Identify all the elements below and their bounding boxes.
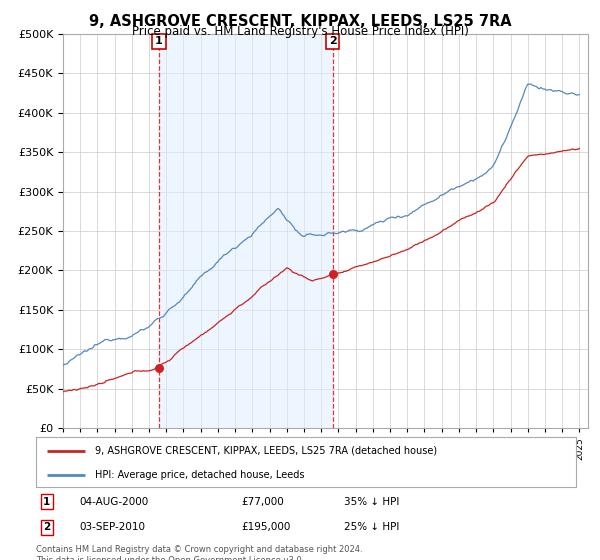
Text: 9, ASHGROVE CRESCENT, KIPPAX, LEEDS, LS25 7RA: 9, ASHGROVE CRESCENT, KIPPAX, LEEDS, LS2… (89, 14, 511, 29)
Text: Price paid vs. HM Land Registry's House Price Index (HPI): Price paid vs. HM Land Registry's House … (131, 25, 469, 38)
Bar (159, 34, 333, 428)
Text: 35% ↓ HPI: 35% ↓ HPI (344, 497, 399, 507)
Text: £77,000: £77,000 (241, 497, 284, 507)
Text: 2: 2 (329, 36, 337, 46)
Text: 9, ASHGROVE CRESCENT, KIPPAX, LEEDS, LS25 7RA (detached house): 9, ASHGROVE CRESCENT, KIPPAX, LEEDS, LS2… (95, 446, 437, 456)
Text: Contains HM Land Registry data © Crown copyright and database right 2024.
This d: Contains HM Land Registry data © Crown c… (36, 545, 362, 560)
Text: HPI: Average price, detached house, Leeds: HPI: Average price, detached house, Leed… (95, 470, 305, 479)
Text: 03-SEP-2010: 03-SEP-2010 (79, 522, 145, 532)
Text: £195,000: £195,000 (241, 522, 290, 532)
Text: 1: 1 (43, 497, 50, 507)
Text: 04-AUG-2000: 04-AUG-2000 (79, 497, 148, 507)
Text: 25% ↓ HPI: 25% ↓ HPI (344, 522, 399, 532)
Text: 1: 1 (155, 36, 163, 46)
Text: 2: 2 (43, 522, 50, 532)
